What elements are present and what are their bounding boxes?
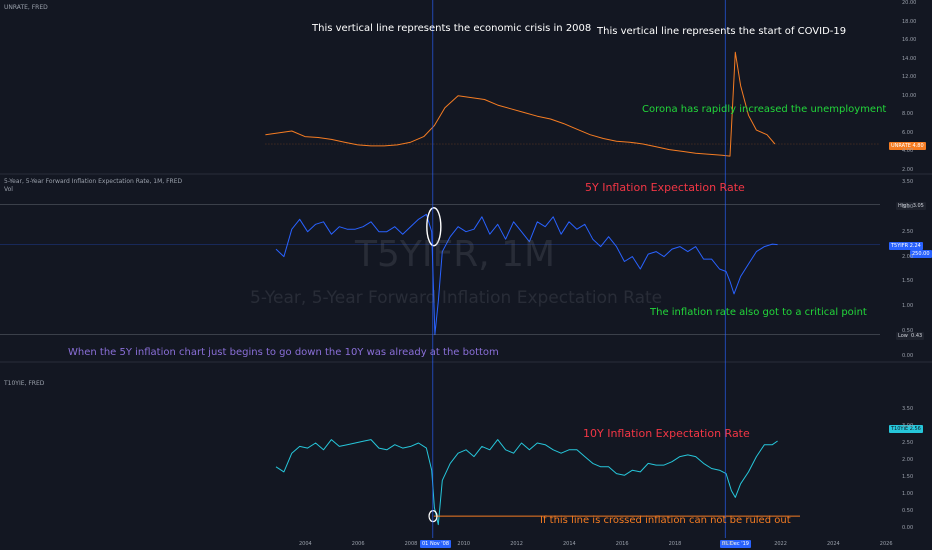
- unrate-ytick: 12.00: [902, 74, 917, 81]
- unrate-ytick: 6.00: [902, 129, 914, 136]
- low-badge: Low 0.43: [896, 332, 925, 340]
- t5yifr-ytick: 2.00: [902, 253, 914, 260]
- t10yie-badge: T10YIE 2.56: [889, 425, 923, 433]
- t5yifr-ytick: 1.50: [902, 278, 914, 285]
- t10yie-badge-value: 2.56: [909, 426, 921, 432]
- t10yie-pane-label: T10YIE, FRED: [4, 380, 45, 387]
- t5yifr-watermark-name: 5-Year, 5-Year Forward Inflation Expecta…: [250, 288, 663, 308]
- t5yifr-pane-label: 5-Year, 5-Year Forward Inflation Expecta…: [4, 178, 183, 185]
- note-corona-unemployment: Corona has rapidly increased the unemplo…: [642, 104, 887, 115]
- unrate-ytick: 4.00: [902, 148, 914, 155]
- unrate-ytick: 14.00: [902, 55, 917, 62]
- note-critical-point: The inflation rate also got to a critica…: [650, 307, 867, 318]
- x-axis-label: 2022: [774, 541, 787, 547]
- t10yie-ytick: 3.00: [902, 423, 914, 429]
- t10yie-ytick: 2.50: [902, 440, 914, 446]
- note-crossed-line: If this line is crossed inflation can no…: [540, 515, 791, 526]
- unrate-badge-value: 4.80: [912, 143, 924, 149]
- t10yie-ytick: 0.50: [902, 508, 914, 514]
- t5yifr-ytick: 0.50: [902, 328, 914, 335]
- t5yifr-series-line: [275, 213, 778, 336]
- unrate-badge: UNRATE 4.80: [889, 142, 926, 150]
- t10yie-ytick: 0.00: [902, 525, 914, 531]
- t5yifr-ytick: 1.00: [902, 303, 914, 310]
- t10yie-series-line: [275, 439, 778, 526]
- x-axis-label: 2008: [404, 541, 418, 547]
- t5yifr-badge-name: T5YIFR: [891, 243, 909, 249]
- note-crisis-2008: This vertical line represents the econom…: [312, 23, 592, 34]
- t10yie-ytick: 3.50: [902, 406, 914, 412]
- note-covid: This vertical line represents the start …: [597, 26, 847, 37]
- t5yifr-badge: T5YIFR 2.24: [889, 242, 923, 250]
- unrate-series-line: [265, 51, 776, 157]
- unrate-ytick: 20.00: [902, 0, 917, 6]
- t5yifr-ytick: 3.50: [902, 179, 914, 185]
- x-axis-label: 2018: [668, 541, 682, 547]
- unrate-ytick: 8.00: [902, 111, 914, 118]
- x-axis-label: 2016: [615, 541, 629, 547]
- t10yie-ytick: 1.50: [902, 474, 914, 480]
- x-axis-label: 2010: [457, 541, 471, 547]
- x-axis-label: 2026: [879, 541, 893, 547]
- t5yifr-ytick: 0.00: [902, 353, 914, 359]
- date-badge-2019: 01 Dec '19: [720, 540, 751, 548]
- x-axis-label: 2012: [510, 541, 523, 547]
- t5yifr-watermark-symbol: T5YIFR, 1M: [355, 234, 556, 275]
- x-axis-label: 2020: [721, 541, 735, 547]
- unrate-ytick: 10.00: [902, 92, 917, 99]
- note-title-10y: 10Y Inflation Expectation Rate: [583, 427, 750, 440]
- high-badge-name: High: [898, 203, 910, 209]
- low-badge-name: Low: [898, 333, 908, 339]
- note-five-vs-ten: When the 5Y inflation chart just begins …: [68, 347, 499, 358]
- t5yifr-ytick: 3.00: [902, 203, 914, 210]
- t10yie-badge-name: T10YIE: [891, 426, 909, 432]
- unrate-badge-name: UNRATE: [891, 143, 911, 149]
- t5yifr-ytick: 2.50: [902, 228, 914, 235]
- high-badge-value: 3.05: [912, 203, 924, 209]
- unrate-ytick: 16.00: [902, 37, 917, 44]
- unrate-pane-label: UNRATE, FRED: [4, 4, 48, 11]
- x-axis-label: 2024: [827, 541, 840, 547]
- t5yifr-badge-value2: 250.00: [912, 251, 930, 257]
- unrate-ytick: 2.00: [902, 167, 914, 173]
- low-badge-value: 0.43: [911, 333, 923, 339]
- x-axis-label: 2006: [351, 541, 365, 547]
- t10yie-ytick: 1.00: [902, 491, 914, 497]
- x-axis-label: 2014: [563, 541, 576, 547]
- t5yifr-badge-2: 250.00: [910, 250, 932, 258]
- unrate-ytick: 18.00: [902, 18, 917, 25]
- t5yifr-badge-value: 2.24: [909, 243, 921, 249]
- t10yie-ytick: 2.00: [902, 457, 914, 463]
- high-badge: High 3.05: [896, 202, 926, 210]
- t5yifr-vol-label: Vol: [4, 186, 13, 193]
- date-badge-2008: 01 Nov '08: [420, 540, 452, 548]
- highlight-circle-5y: [426, 207, 442, 247]
- note-title-5y: 5Y Inflation Expectation Rate: [585, 181, 745, 194]
- x-axis-label: 2004: [299, 541, 312, 547]
